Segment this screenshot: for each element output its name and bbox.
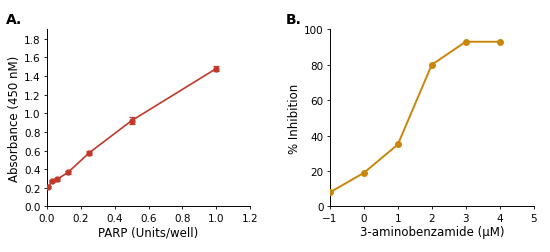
Text: B.: B. [286,13,302,26]
X-axis label: 3-aminobenzamide (μM): 3-aminobenzamide (μM) [360,226,504,239]
Text: A.: A. [6,13,22,26]
Y-axis label: % Inhibition: % Inhibition [288,83,301,153]
X-axis label: PARP (Units/well): PARP (Units/well) [98,226,199,239]
Y-axis label: Absorbance (450 nM): Absorbance (450 nM) [8,55,21,181]
